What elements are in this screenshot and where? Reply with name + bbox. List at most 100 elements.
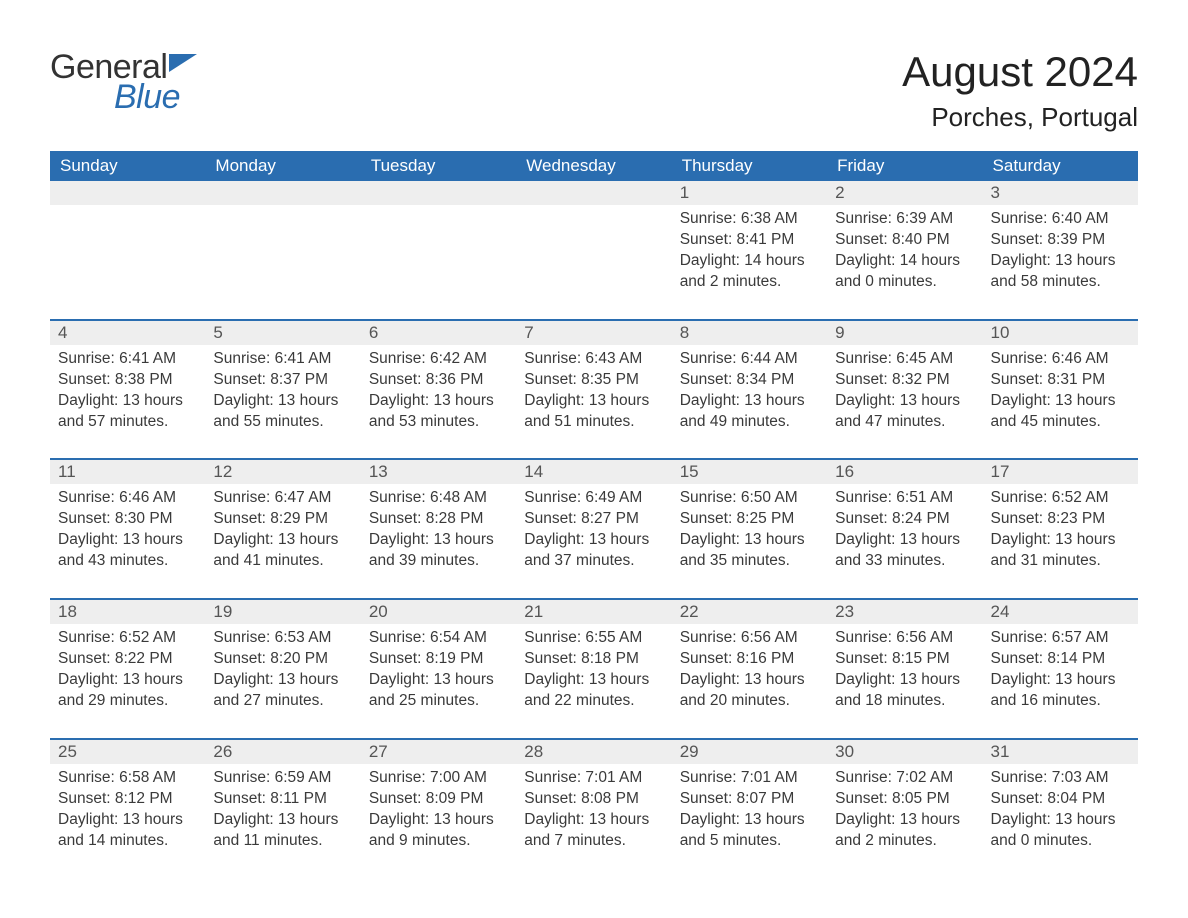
day-cell: Sunrise: 6:39 AMSunset: 8:40 PMDaylight:… <box>827 205 982 320</box>
day-number-cell <box>50 181 205 205</box>
day-cell <box>50 205 205 320</box>
col-header: Monday <box>205 151 360 181</box>
day-number-cell: 26 <box>205 740 360 764</box>
sunrise-line: Sunrise: 6:52 AM <box>991 488 1130 509</box>
sunset-line: Sunset: 8:08 PM <box>524 789 663 810</box>
sunrise-line: Sunrise: 6:52 AM <box>58 628 197 649</box>
day-content-row: Sunrise: 6:52 AMSunset: 8:22 PMDaylight:… <box>50 624 1138 739</box>
sunset-line: Sunset: 8:07 PM <box>680 789 819 810</box>
day-cell: Sunrise: 6:52 AMSunset: 8:22 PMDaylight:… <box>50 624 205 739</box>
day-number-cell: 16 <box>827 460 982 484</box>
daylight-line: Daylight: 13 hours and 22 minutes. <box>524 670 663 712</box>
day-number-cell: 13 <box>361 460 516 484</box>
daylight-line: Daylight: 13 hours and 27 minutes. <box>213 670 352 712</box>
day-number-cell: 1 <box>672 181 827 205</box>
col-header: Wednesday <box>516 151 671 181</box>
sunrise-line: Sunrise: 6:38 AM <box>680 209 819 230</box>
sunrise-line: Sunrise: 6:41 AM <box>58 349 197 370</box>
month-title: August 2024 <box>902 50 1138 94</box>
daylight-line: Daylight: 14 hours and 0 minutes. <box>835 251 974 293</box>
daylight-line: Daylight: 13 hours and 5 minutes. <box>680 810 819 852</box>
day-number-cell: 4 <box>50 321 205 345</box>
sunset-line: Sunset: 8:25 PM <box>680 509 819 530</box>
daylight-line: Daylight: 13 hours and 31 minutes. <box>991 530 1130 572</box>
day-number-cell: 29 <box>672 740 827 764</box>
sunset-line: Sunset: 8:23 PM <box>991 509 1130 530</box>
sunset-line: Sunset: 8:28 PM <box>369 509 508 530</box>
day-number-cell: 14 <box>516 460 671 484</box>
sunrise-line: Sunrise: 6:53 AM <box>213 628 352 649</box>
sunset-line: Sunset: 8:41 PM <box>680 230 819 251</box>
day-number-cell: 7 <box>516 321 671 345</box>
daylight-line: Daylight: 13 hours and 18 minutes. <box>835 670 974 712</box>
page-header: General Blue August 2024 Porches, Portug… <box>50 50 1138 133</box>
sunrise-line: Sunrise: 6:51 AM <box>835 488 974 509</box>
sunrise-line: Sunrise: 6:46 AM <box>991 349 1130 370</box>
sunrise-line: Sunrise: 7:01 AM <box>524 768 663 789</box>
day-cell: Sunrise: 6:54 AMSunset: 8:19 PMDaylight:… <box>361 624 516 739</box>
daylight-line: Daylight: 13 hours and 45 minutes. <box>991 391 1130 433</box>
col-header: Friday <box>827 151 982 181</box>
sunrise-line: Sunrise: 6:40 AM <box>991 209 1130 230</box>
day-number-cell: 8 <box>672 321 827 345</box>
sunrise-line: Sunrise: 6:41 AM <box>213 349 352 370</box>
day-cell: Sunrise: 6:41 AMSunset: 8:38 PMDaylight:… <box>50 345 205 460</box>
day-cell: Sunrise: 6:55 AMSunset: 8:18 PMDaylight:… <box>516 624 671 739</box>
sunset-line: Sunset: 8:31 PM <box>991 370 1130 391</box>
day-cell: Sunrise: 6:53 AMSunset: 8:20 PMDaylight:… <box>205 624 360 739</box>
sunset-line: Sunset: 8:38 PM <box>58 370 197 391</box>
location-label: Porches, Portugal <box>902 102 1138 133</box>
col-header: Saturday <box>983 151 1138 181</box>
day-number-cell: 19 <box>205 600 360 624</box>
sunset-line: Sunset: 8:20 PM <box>213 649 352 670</box>
sunset-line: Sunset: 8:37 PM <box>213 370 352 391</box>
calendar-table: Sunday Monday Tuesday Wednesday Thursday… <box>50 151 1138 855</box>
title-block: August 2024 Porches, Portugal <box>902 50 1138 133</box>
day-cell <box>361 205 516 320</box>
daylight-line: Daylight: 13 hours and 7 minutes. <box>524 810 663 852</box>
day-number-cell: 21 <box>516 600 671 624</box>
daylight-line: Daylight: 13 hours and 16 minutes. <box>991 670 1130 712</box>
day-cell: Sunrise: 6:46 AMSunset: 8:30 PMDaylight:… <box>50 484 205 599</box>
daylight-line: Daylight: 13 hours and 58 minutes. <box>991 251 1130 293</box>
sunset-line: Sunset: 8:14 PM <box>991 649 1130 670</box>
day-number-cell: 28 <box>516 740 671 764</box>
day-number-cell: 18 <box>50 600 205 624</box>
sunrise-line: Sunrise: 6:58 AM <box>58 768 197 789</box>
day-cell <box>516 205 671 320</box>
day-number-cell: 5 <box>205 321 360 345</box>
day-cell: Sunrise: 6:40 AMSunset: 8:39 PMDaylight:… <box>983 205 1138 320</box>
sunset-line: Sunset: 8:36 PM <box>369 370 508 391</box>
sunset-line: Sunset: 8:34 PM <box>680 370 819 391</box>
daylight-line: Daylight: 13 hours and 37 minutes. <box>524 530 663 572</box>
day-cell: Sunrise: 6:57 AMSunset: 8:14 PMDaylight:… <box>983 624 1138 739</box>
daylight-line: Daylight: 13 hours and 55 minutes. <box>213 391 352 433</box>
sunrise-line: Sunrise: 6:50 AM <box>680 488 819 509</box>
day-cell: Sunrise: 6:46 AMSunset: 8:31 PMDaylight:… <box>983 345 1138 460</box>
sunrise-line: Sunrise: 7:01 AM <box>680 768 819 789</box>
sunset-line: Sunset: 8:24 PM <box>835 509 974 530</box>
sunrise-line: Sunrise: 6:42 AM <box>369 349 508 370</box>
day-cell: Sunrise: 6:56 AMSunset: 8:15 PMDaylight:… <box>827 624 982 739</box>
col-header: Tuesday <box>361 151 516 181</box>
daylight-line: Daylight: 13 hours and 25 minutes. <box>369 670 508 712</box>
sunrise-line: Sunrise: 7:00 AM <box>369 768 508 789</box>
daylight-line: Daylight: 13 hours and 53 minutes. <box>369 391 508 433</box>
sunrise-line: Sunrise: 6:39 AM <box>835 209 974 230</box>
day-number-cell: 17 <box>983 460 1138 484</box>
day-number-cell: 9 <box>827 321 982 345</box>
sunset-line: Sunset: 8:12 PM <box>58 789 197 810</box>
logo-triangle-icon <box>169 54 197 72</box>
sunset-line: Sunset: 8:04 PM <box>991 789 1130 810</box>
day-number-cell: 6 <box>361 321 516 345</box>
day-cell: Sunrise: 6:56 AMSunset: 8:16 PMDaylight:… <box>672 624 827 739</box>
weekday-header-row: Sunday Monday Tuesday Wednesday Thursday… <box>50 151 1138 181</box>
day-cell: Sunrise: 6:48 AMSunset: 8:28 PMDaylight:… <box>361 484 516 599</box>
daylight-line: Daylight: 13 hours and 2 minutes. <box>835 810 974 852</box>
sunrise-line: Sunrise: 6:56 AM <box>680 628 819 649</box>
daylight-line: Daylight: 13 hours and 11 minutes. <box>213 810 352 852</box>
sunset-line: Sunset: 8:22 PM <box>58 649 197 670</box>
daylight-line: Daylight: 14 hours and 2 minutes. <box>680 251 819 293</box>
day-number-cell: 27 <box>361 740 516 764</box>
daylight-line: Daylight: 13 hours and 29 minutes. <box>58 670 197 712</box>
